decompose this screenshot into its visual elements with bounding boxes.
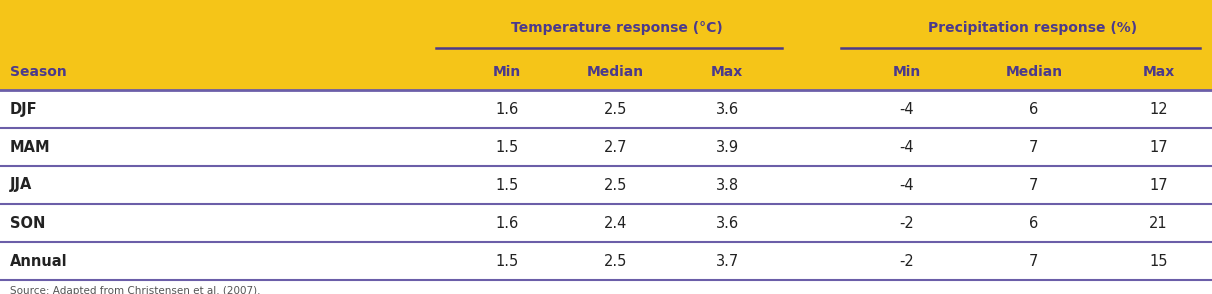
Text: Min: Min xyxy=(892,65,921,79)
Text: 17: 17 xyxy=(1149,139,1168,155)
Text: Min: Min xyxy=(492,65,521,79)
Text: 2.4: 2.4 xyxy=(604,216,628,230)
Text: 12: 12 xyxy=(1149,101,1168,116)
Text: -4: -4 xyxy=(899,178,914,193)
Text: 2.5: 2.5 xyxy=(604,253,628,268)
Text: DJF: DJF xyxy=(10,101,38,116)
Text: Season: Season xyxy=(10,65,67,79)
Text: 6: 6 xyxy=(1029,216,1039,230)
Text: 21: 21 xyxy=(1149,216,1168,230)
Text: -2: -2 xyxy=(899,216,914,230)
Text: Precipitation response (%): Precipitation response (%) xyxy=(928,21,1137,35)
Text: JJA: JJA xyxy=(10,178,32,193)
Text: Temperature response (°C): Temperature response (°C) xyxy=(511,21,722,35)
Text: Median: Median xyxy=(587,65,645,79)
Text: 2.5: 2.5 xyxy=(604,101,628,116)
Text: MAM: MAM xyxy=(10,139,51,155)
Text: Max: Max xyxy=(1143,65,1174,79)
Text: SON: SON xyxy=(10,216,45,230)
Bar xyxy=(0,0,1212,90)
Text: -2: -2 xyxy=(899,253,914,268)
Text: 2.5: 2.5 xyxy=(604,178,628,193)
Text: 15: 15 xyxy=(1149,253,1168,268)
Text: 17: 17 xyxy=(1149,178,1168,193)
Text: 1.5: 1.5 xyxy=(494,253,519,268)
Text: Source: Adapted from Christensen et al. (2007).: Source: Adapted from Christensen et al. … xyxy=(10,286,261,294)
Text: Median: Median xyxy=(1005,65,1063,79)
Text: 6: 6 xyxy=(1029,101,1039,116)
Text: 3.9: 3.9 xyxy=(715,139,739,155)
Bar xyxy=(0,90,1212,280)
Text: 7: 7 xyxy=(1029,139,1039,155)
Text: 3.6: 3.6 xyxy=(715,216,739,230)
Text: 3.7: 3.7 xyxy=(715,253,739,268)
Text: 1.5: 1.5 xyxy=(494,178,519,193)
Text: 1.5: 1.5 xyxy=(494,139,519,155)
Text: 7: 7 xyxy=(1029,178,1039,193)
Text: Max: Max xyxy=(711,65,743,79)
Text: 1.6: 1.6 xyxy=(494,101,519,116)
Text: 1.6: 1.6 xyxy=(494,216,519,230)
Text: 3.6: 3.6 xyxy=(715,101,739,116)
Text: 3.8: 3.8 xyxy=(715,178,739,193)
Text: -4: -4 xyxy=(899,139,914,155)
Text: -4: -4 xyxy=(899,101,914,116)
Text: 7: 7 xyxy=(1029,253,1039,268)
Text: 2.7: 2.7 xyxy=(604,139,628,155)
Text: Annual: Annual xyxy=(10,253,68,268)
